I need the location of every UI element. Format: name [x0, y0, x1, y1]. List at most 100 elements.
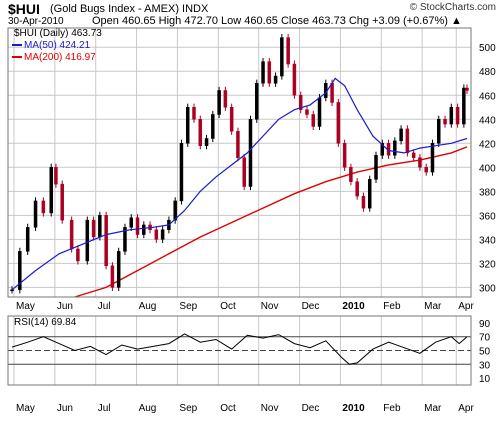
- y-tick-label: 480: [479, 67, 496, 78]
- candle-body: [286, 37, 290, 65]
- y-tick-label: 380: [479, 187, 496, 198]
- candle-body: [33, 200, 38, 228]
- candle-body: [49, 167, 53, 214]
- candle-body: [330, 82, 334, 103]
- candle-body: [305, 109, 309, 115]
- price-panel-frame: [7, 27, 472, 298]
- y-tick-label: 440: [479, 115, 496, 126]
- x-tick-label: Sep: [179, 403, 197, 414]
- candle-body: [98, 215, 102, 238]
- candle-body: [242, 157, 246, 187]
- candle-body: [311, 114, 315, 127]
- x-tick-label: Aug: [139, 301, 157, 312]
- candle-body: [298, 95, 303, 110]
- x-tick-label: Dec: [302, 301, 320, 312]
- candle-body: [160, 229, 165, 240]
- grid: [8, 28, 471, 385]
- x-tick-label: Apr: [458, 301, 474, 312]
- candle-body: [192, 107, 196, 120]
- candle-body: [116, 251, 121, 288]
- y-tick-label: 420: [479, 139, 496, 150]
- legend-ma50: MA(50) 424.21: [24, 40, 91, 51]
- candle-body: [418, 157, 422, 168]
- candle-body: [142, 224, 146, 235]
- legend-rsi: RSI(14) 69.84: [14, 317, 77, 328]
- rsi-tick-label: 70: [479, 333, 491, 344]
- candle-body: [69, 219, 74, 250]
- candle-body: [342, 143, 347, 168]
- x-tick-label: Mar: [424, 403, 442, 414]
- candle-body: [248, 119, 253, 187]
- x-tick-label: Jun: [57, 403, 73, 414]
- ohlc-summary: Open 460.65 High 472.70 Low 460.65 Close…: [92, 15, 462, 27]
- price-series: [10, 34, 469, 294]
- legend-ma200: MA(200) 416.97: [24, 52, 96, 63]
- chart-symbol: $HUI: [8, 1, 40, 17]
- rsi-tick-label: 50: [479, 347, 491, 358]
- x-tick-label: 2010: [342, 403, 365, 414]
- chart-description: (Gold Bugs Index - AMEX) INDX: [50, 3, 209, 15]
- x-tick-label: 2010: [342, 301, 365, 312]
- axes: 300 320 340 360 380 400 420 440 460 480 500 May May J…: [7, 27, 496, 414]
- candle-body: [110, 265, 115, 288]
- y-tick-label: 460: [479, 91, 496, 102]
- legend: $HUI (Daily) 463.73 MA(50) 424.21 MA(200…: [12, 28, 102, 328]
- candle-body: [361, 195, 366, 209]
- candle-body: [455, 107, 460, 125]
- x-tick-label: May: [16, 403, 35, 414]
- candle-body: [236, 131, 240, 158]
- ma50-line: [11, 77, 468, 291]
- chart-date: 30-Apr-2010: [8, 16, 64, 27]
- rsi-panel-frame: [7, 315, 472, 386]
- candle-body: [430, 143, 435, 173]
- x-tick-label: Sep: [179, 301, 197, 312]
- x-tick-label: Aug: [139, 403, 157, 414]
- x-tick-label: Nov: [261, 301, 279, 312]
- candle-body: [317, 97, 322, 127]
- candle-body: [18, 251, 22, 291]
- y-tick-label: 320: [479, 259, 496, 270]
- candle-body: [399, 128, 403, 142]
- candle-body: [173, 200, 177, 221]
- candle-body: [185, 107, 190, 144]
- candle-body: [465, 87, 469, 91]
- candle-body: [405, 128, 410, 154]
- candle-body: [135, 217, 140, 235]
- candle-body: [54, 167, 58, 185]
- candle-body: [229, 107, 234, 132]
- ma200-series: [74, 146, 468, 298]
- candle-body: [280, 37, 284, 77]
- y-tick-label: 400: [479, 163, 496, 174]
- candle-body: [424, 167, 428, 173]
- candle-body: [355, 181, 359, 197]
- candle-body: [204, 138, 209, 146]
- candle-body: [449, 107, 454, 125]
- x-tick-label: Jun: [57, 301, 73, 312]
- candle-body: [154, 229, 159, 240]
- candle-body: [462, 87, 466, 125]
- candle-body: [223, 90, 228, 108]
- candle-body: [211, 114, 215, 139]
- candle-body: [367, 179, 372, 209]
- candle-body: [267, 61, 272, 84]
- y-tick-label: 340: [479, 235, 496, 246]
- candle-body: [336, 102, 341, 144]
- rsi-tick-label: 90: [479, 319, 491, 330]
- candle-body: [25, 227, 30, 252]
- candle-body: [443, 119, 447, 125]
- candle-body: [60, 183, 64, 221]
- x-tick-label: Nov: [261, 403, 279, 414]
- candle-body: [10, 289, 14, 292]
- rsi-line: [11, 333, 468, 365]
- rsi-series: [11, 333, 468, 365]
- watermark: © StockCharts.com: [409, 2, 496, 13]
- candle-body: [41, 200, 46, 214]
- x-tick-label: Mar: [424, 301, 442, 312]
- candle-body: [123, 227, 127, 252]
- candle-body: [198, 119, 203, 146]
- candle-body: [179, 143, 184, 202]
- rsi-tick-label: 30: [479, 360, 491, 371]
- candle-body: [437, 119, 441, 144]
- candle-body: [76, 248, 80, 262]
